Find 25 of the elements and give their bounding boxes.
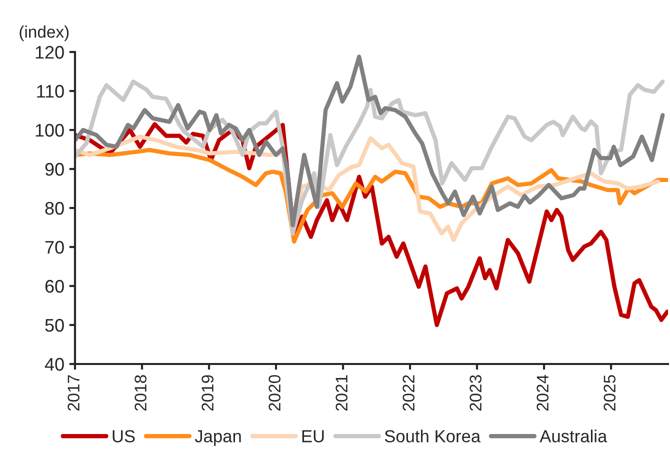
legend-label: South Korea xyxy=(384,430,481,442)
legend-label: Japan xyxy=(194,430,241,446)
legend-label: EU xyxy=(302,430,324,442)
y-tick-label: 60 xyxy=(45,280,64,293)
x-tick-label: 2019 xyxy=(202,375,214,411)
line-series xyxy=(75,54,665,228)
y-tick-label: 50 xyxy=(45,318,64,332)
y-tick-label: 120 xyxy=(36,46,64,59)
x-tick-label: 2025 xyxy=(604,375,616,411)
x-tick-label: 2020 xyxy=(268,375,280,411)
x-tick-label: 2023 xyxy=(470,375,482,411)
y-tick-label: 90 xyxy=(45,162,64,176)
legend-label: US xyxy=(112,430,135,442)
y-tick-label: 110 xyxy=(37,84,64,98)
y-axis-title: (index) xyxy=(20,26,69,42)
x-tick-label: 2021 xyxy=(336,375,348,411)
y-tick-label: 40 xyxy=(44,358,64,371)
y-tick-label: 80 xyxy=(45,202,64,215)
legend-label: Australia xyxy=(540,430,608,442)
x-tick-label: 2022 xyxy=(402,375,414,411)
y-tick-label: 100 xyxy=(36,124,64,137)
x-tick-label: 2024 xyxy=(536,374,549,411)
x-tick-label: 2018 xyxy=(134,375,146,411)
x-tick-label: 2017 xyxy=(68,375,80,411)
y-tick-label: 70 xyxy=(45,240,64,254)
